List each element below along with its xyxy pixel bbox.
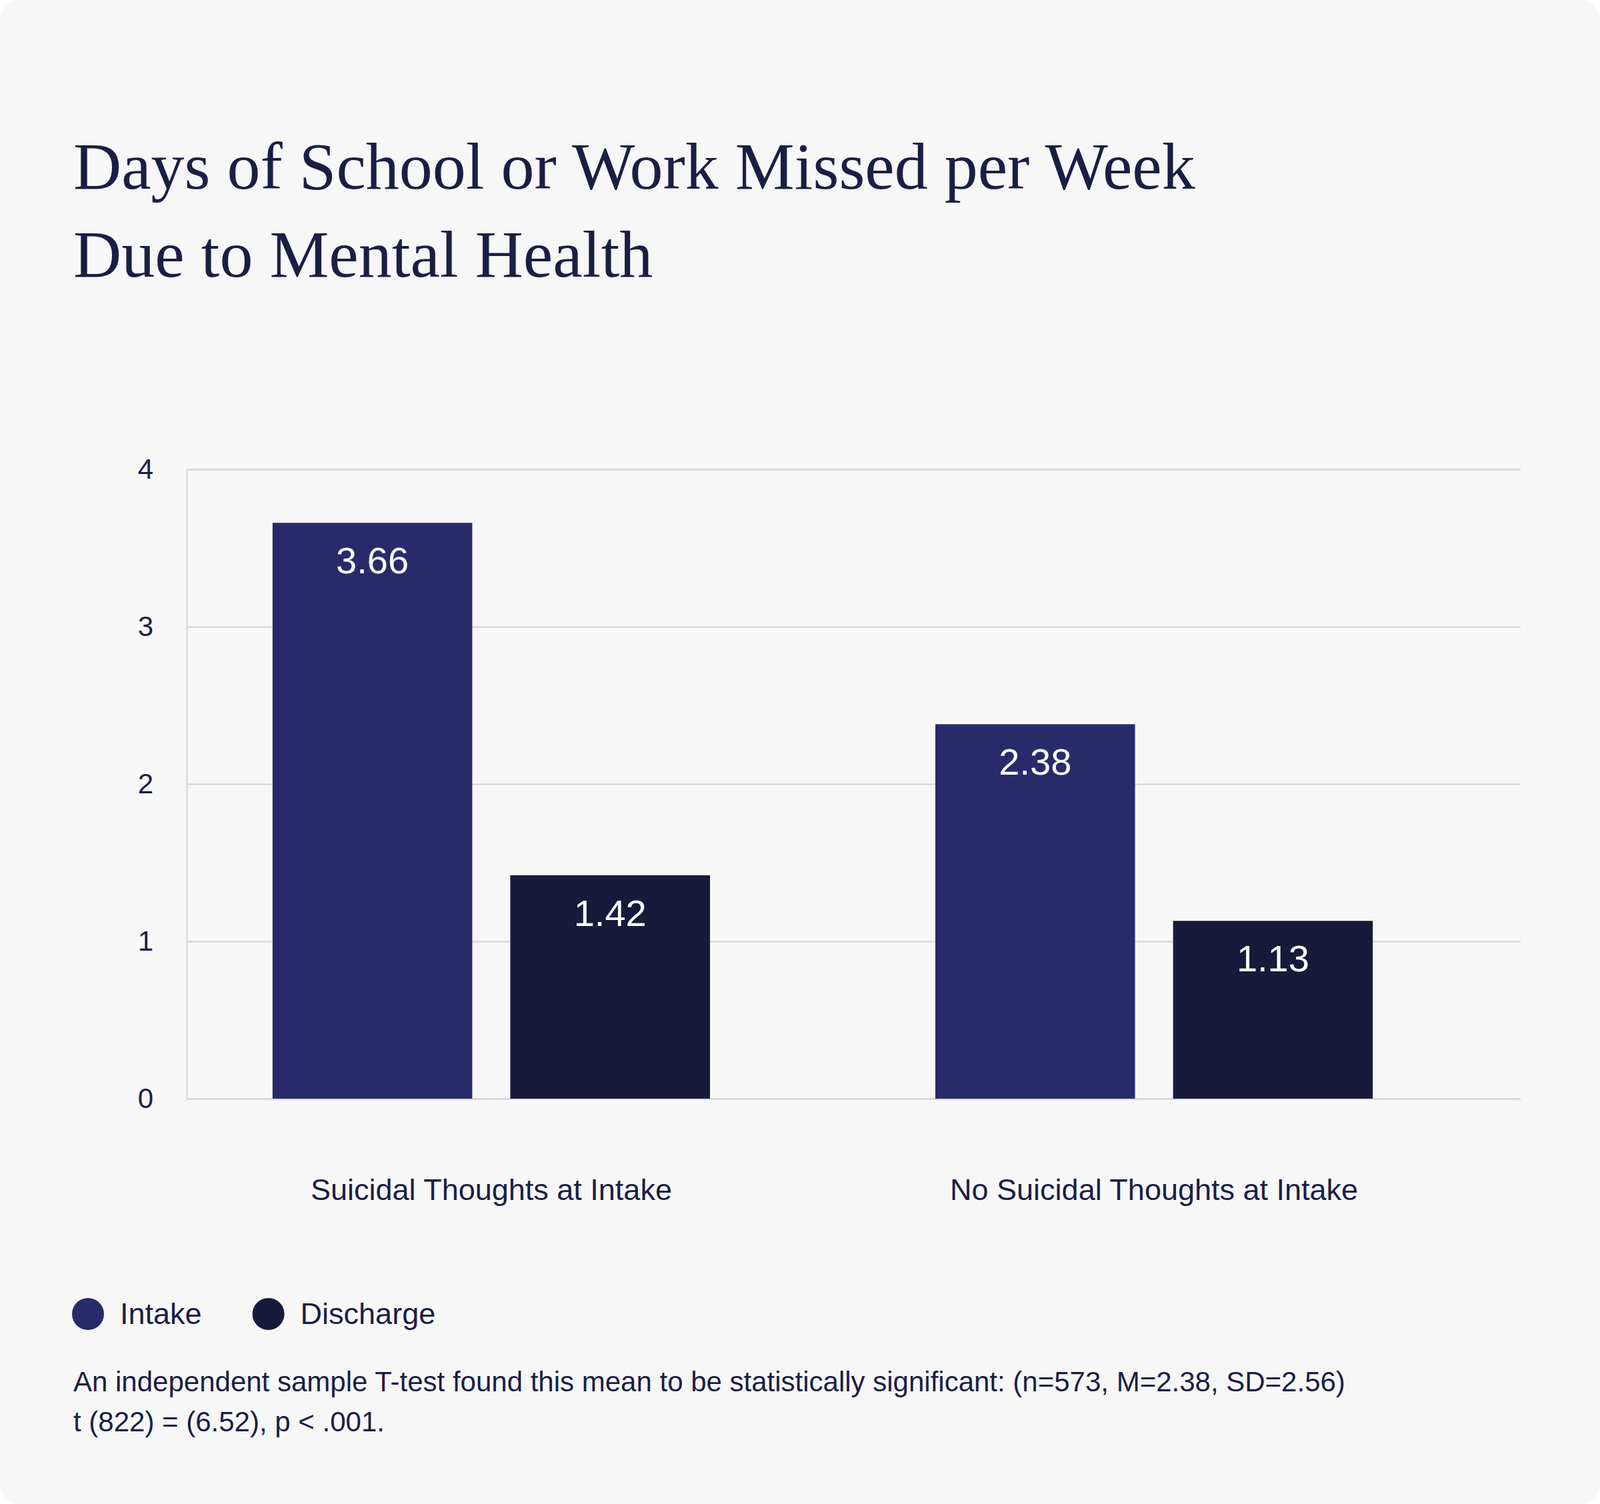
grid-line xyxy=(186,469,1521,471)
y-tick-label: 1 xyxy=(138,925,154,957)
bar xyxy=(935,724,1136,1099)
x-tick-label: No Suicidal Thoughts at Intake xyxy=(950,1172,1358,1207)
legend-swatch xyxy=(252,1298,285,1330)
y-tick-label: 2 xyxy=(138,768,154,800)
y-tick-label: 4 xyxy=(138,453,154,485)
bars xyxy=(272,522,1373,1099)
data-label: 1.13 xyxy=(1236,937,1310,980)
y-axis-line xyxy=(187,470,1522,1100)
legend: Intake Discharge xyxy=(72,1296,436,1331)
x-tick: No Suicidal Thoughts at Intake xyxy=(950,1172,1358,1207)
y-tick-label: 0 xyxy=(138,1082,154,1114)
legend-label: Discharge xyxy=(300,1296,436,1331)
data-labels: 3.66 2.38 1.42 1.13 xyxy=(336,539,1310,980)
annotation: An independent sample T-test found this … xyxy=(73,1366,1346,1398)
bar xyxy=(510,875,710,1099)
legend-label: Intake xyxy=(120,1296,202,1331)
bar xyxy=(272,522,473,1099)
data-label: 1.42 xyxy=(574,892,647,934)
chart-title: Due to Mental Health xyxy=(73,217,653,292)
data-label: 3.66 xyxy=(336,539,409,582)
x-tick: Suicidal Thoughts at Intake xyxy=(310,1172,672,1207)
chart-title: Days of School or Work Missed per Week xyxy=(73,129,1196,204)
data-label: 2.38 xyxy=(998,740,1072,783)
card-background xyxy=(0,0,1600,1504)
legend-swatch xyxy=(72,1298,104,1330)
x-axis: Suicidal Thoughts at Intake No Suicidal T… xyxy=(310,1172,1358,1207)
annotation: t (822) = (6.52), p < .001. xyxy=(73,1406,385,1438)
y-axis: 0 1 2 3 4 xyxy=(138,453,1521,1114)
x-tick-label: Suicidal Thoughts at Intake xyxy=(310,1172,672,1207)
bar xyxy=(1173,920,1374,1099)
chart-root: Days of School or Work Missed per Week Du… xyxy=(0,0,1600,1504)
y-tick-label: 3 xyxy=(138,610,154,642)
y-tick: 4 xyxy=(138,453,1521,485)
